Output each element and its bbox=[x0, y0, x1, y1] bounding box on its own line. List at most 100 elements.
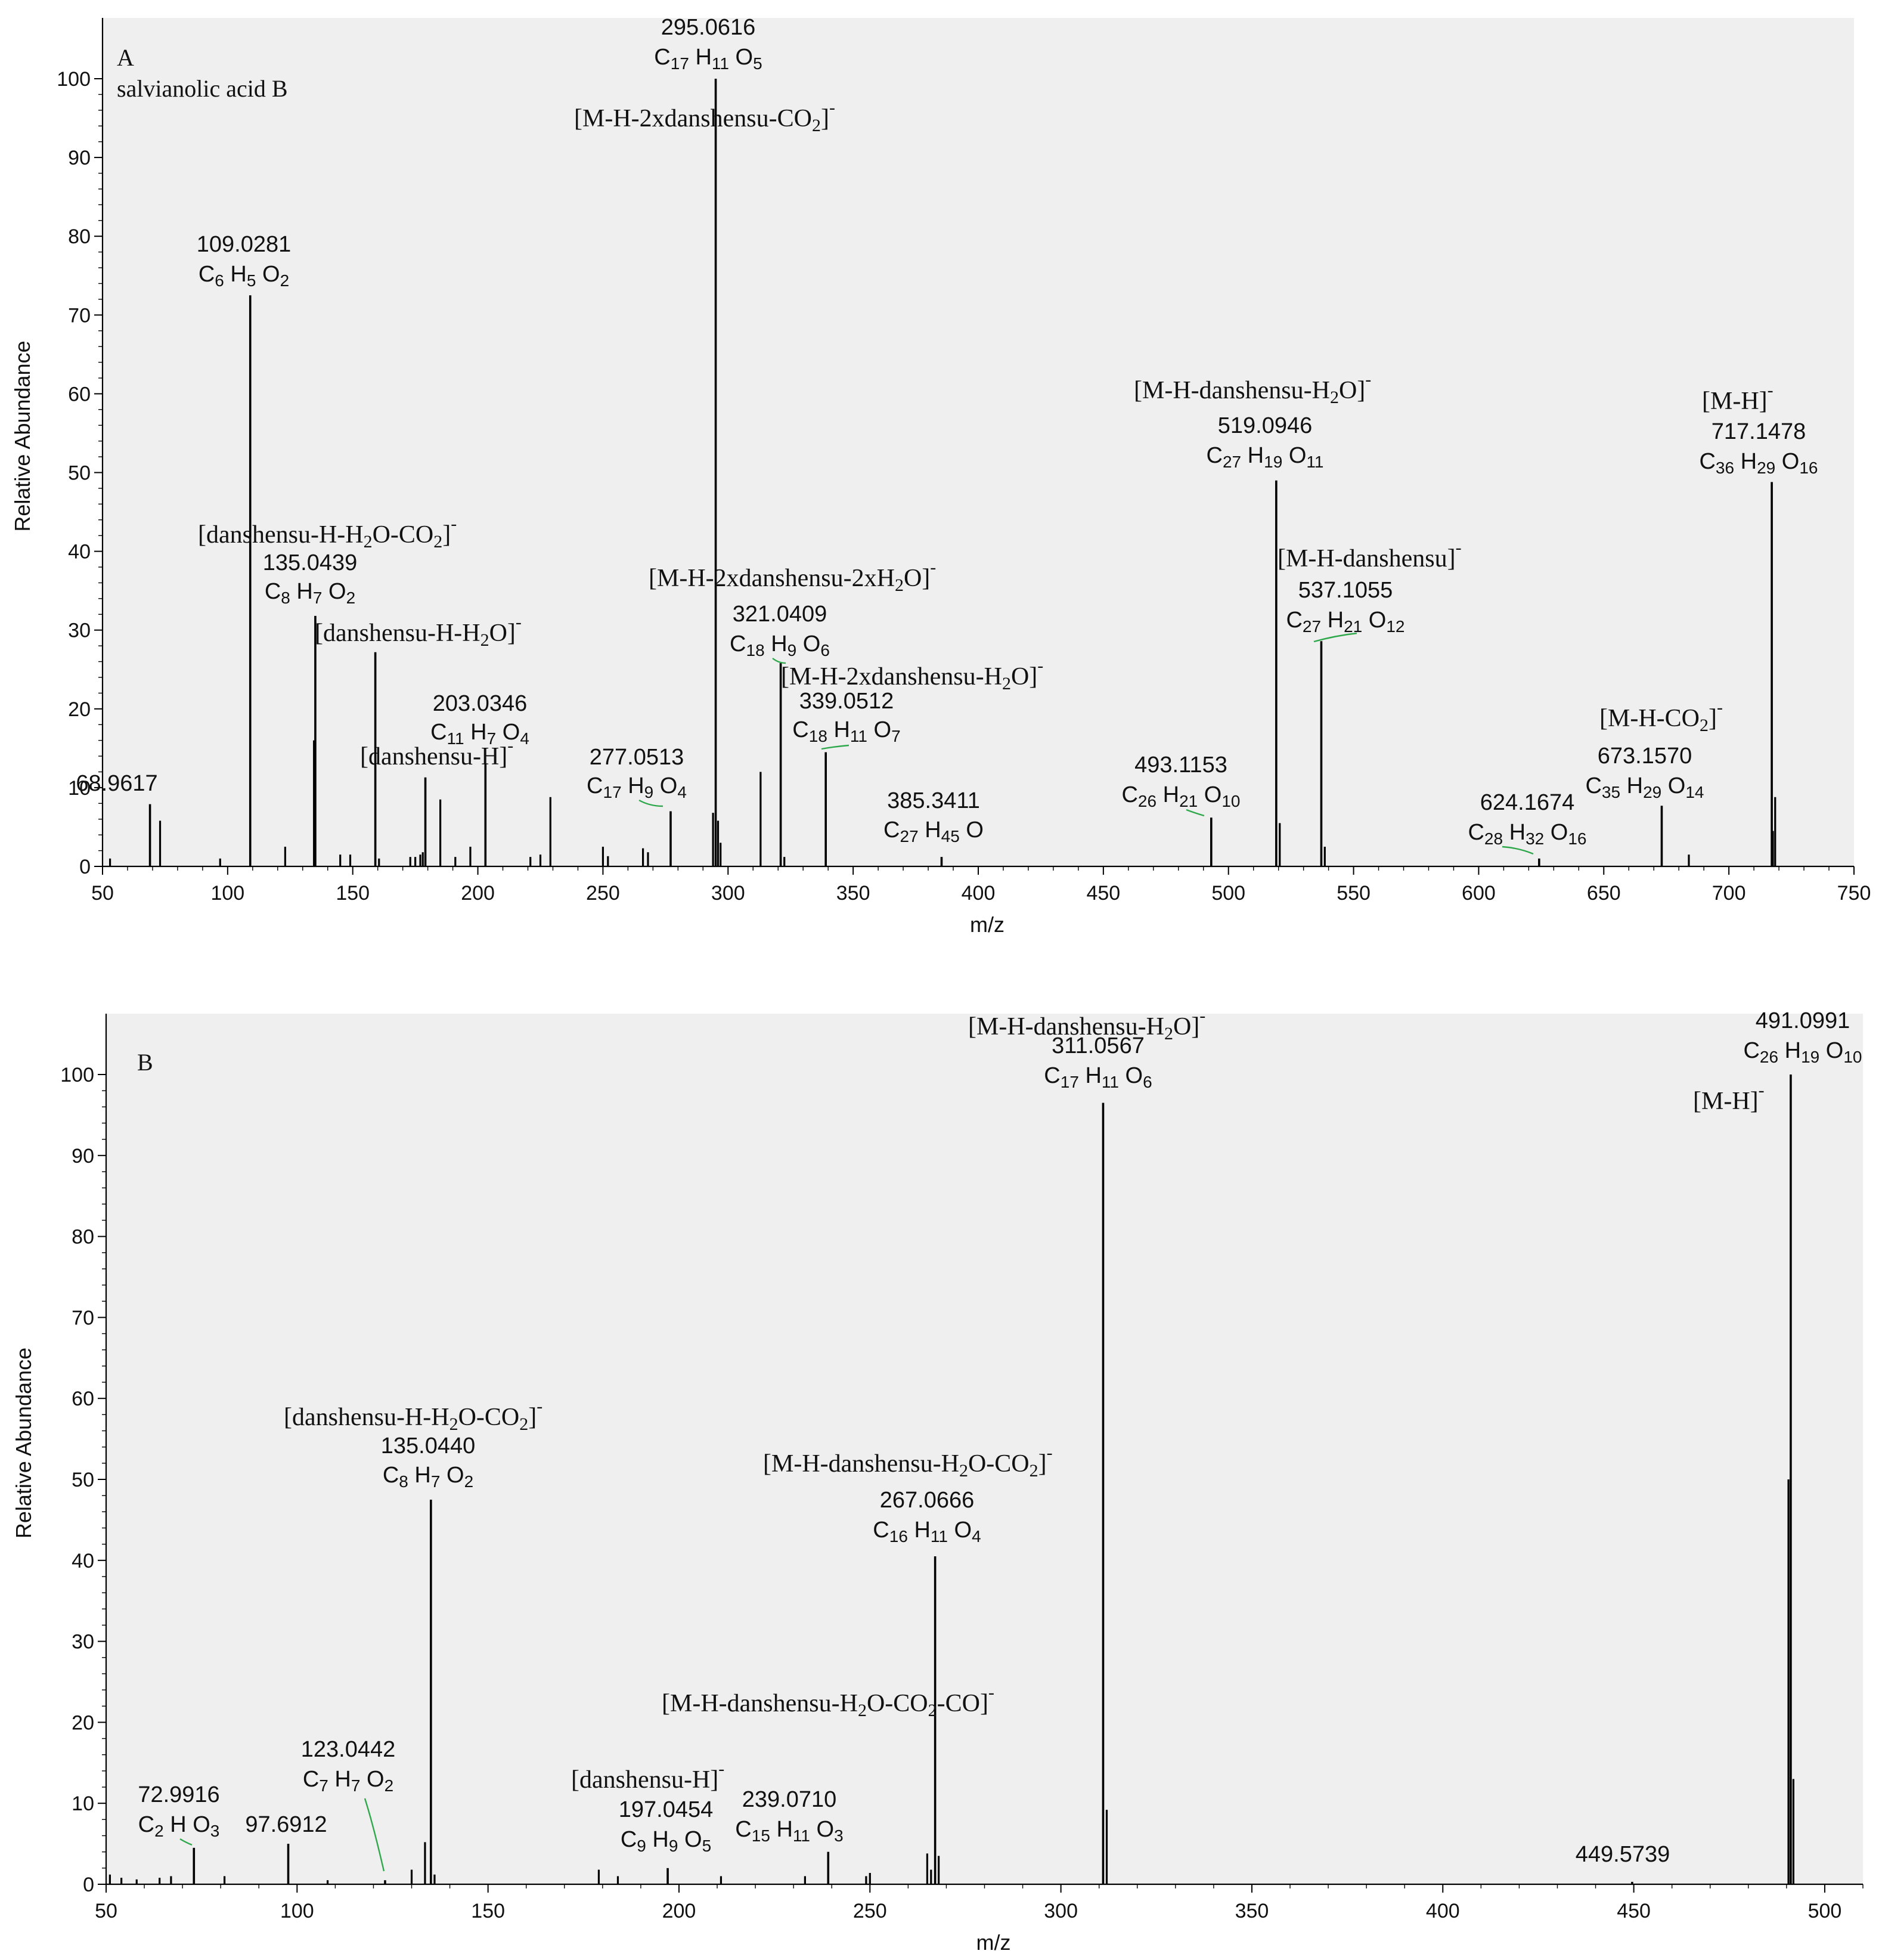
peak-formula: C15 H11 O3 bbox=[735, 1817, 843, 1845]
peak-mz-label: 277.0513 bbox=[590, 745, 684, 770]
x-tick-label: 100 bbox=[280, 1900, 314, 1922]
leader-line bbox=[179, 1838, 193, 1846]
peak-formula: C27 H19 O11 bbox=[1207, 443, 1324, 471]
peak-formula: C27 H21 O12 bbox=[1286, 608, 1404, 636]
leader-line bbox=[1313, 632, 1357, 643]
y-tick-label: 40 bbox=[68, 541, 91, 563]
ion-annotation: [M-H-CO2]- bbox=[1599, 698, 1723, 735]
y-tick-label: 70 bbox=[72, 1306, 94, 1329]
panel-b: 0 10 20 30 40 50 60 70 80 90 100 50 100 150 200 250 300 3… bbox=[11, 1006, 1864, 1955]
leader-line bbox=[638, 799, 663, 807]
peak-mz-label: 717.1478 bbox=[1712, 419, 1806, 444]
ion-annotation: [M-H-danshensu-H2O-CO2-CO]- bbox=[662, 1683, 994, 1720]
leader-line bbox=[772, 658, 786, 664]
peak-formula: C6 H5 O2 bbox=[199, 262, 289, 290]
peak-mz-label: 385.3411 bbox=[887, 788, 980, 813]
y-tick-label: 30 bbox=[72, 1631, 94, 1654]
peak-formula: C16 H11 O4 bbox=[873, 1518, 981, 1546]
leader-line bbox=[1186, 809, 1205, 817]
y-tick-label: 20 bbox=[68, 698, 91, 721]
x-tick-label: 650 bbox=[1587, 882, 1621, 905]
y-tick-label: 20 bbox=[72, 1711, 94, 1734]
leader-line bbox=[821, 744, 849, 750]
peak-formula: C11 H7 O4 bbox=[430, 720, 529, 748]
ion-annotation: [M-H-danshensu-H2O-CO2]- bbox=[763, 1443, 1053, 1481]
ion-annotation: [danshensu-H]- bbox=[571, 1759, 724, 1794]
y-tick-label: 90 bbox=[72, 1145, 94, 1168]
peak-formula: C2 H O3 bbox=[138, 1812, 220, 1840]
peak-mz-label: 673.1570 bbox=[1598, 744, 1692, 769]
peak-mz-label: 449.5739 bbox=[1576, 1842, 1670, 1867]
peak-formula: C35 H29 O14 bbox=[1585, 773, 1704, 801]
peak-formula: C36 H29 O16 bbox=[1699, 449, 1818, 477]
peak-mz-label: 519.0946 bbox=[1218, 413, 1313, 438]
y-tick-label: 80 bbox=[72, 1226, 94, 1249]
y-tick-label: 0 bbox=[79, 856, 91, 878]
ion-annotation: [danshensu-H-H2O-CO2]- bbox=[198, 514, 457, 552]
y-tick-label: 100 bbox=[60, 1064, 94, 1086]
y-tick-label: 100 bbox=[57, 68, 91, 91]
y-tick-label: 80 bbox=[68, 225, 91, 248]
x-tick-label: 750 bbox=[1837, 882, 1871, 905]
y-tick-label: 50 bbox=[68, 462, 91, 485]
peak-formula: C26 H19 O10 bbox=[1743, 1038, 1862, 1066]
ion-annotation: [M-H]- bbox=[1693, 1080, 1765, 1115]
ion-annotation: [M-H-2xdanshensu-CO2]- bbox=[574, 98, 835, 135]
y-tick-label: 60 bbox=[68, 383, 91, 405]
ion-annotation: [M-H-danshensu]- bbox=[1278, 538, 1462, 572]
y-tick-label: 50 bbox=[72, 1469, 94, 1491]
peak-formula: C18 H11 O7 bbox=[792, 717, 900, 745]
compound-name: salvianolic acid B bbox=[117, 75, 288, 102]
x-tick-label: 300 bbox=[1044, 1900, 1078, 1922]
x-tick-label: 250 bbox=[853, 1900, 887, 1922]
peak-mz-label: 321.0409 bbox=[733, 602, 827, 627]
x-tick-label: 400 bbox=[962, 882, 996, 905]
peak-mz-label: 109.0281 bbox=[197, 232, 292, 257]
x-tick-label: 600 bbox=[1462, 882, 1496, 905]
peak-mz-label: 339.0512 bbox=[799, 689, 894, 714]
peak-mz-label: 239.0710 bbox=[742, 1787, 837, 1812]
x-tick-label: 50 bbox=[91, 882, 114, 905]
x-tick-label: 500 bbox=[1211, 882, 1245, 905]
y-tick-label: 0 bbox=[83, 1874, 94, 1896]
peak-formula: C17 H9 O4 bbox=[587, 773, 687, 801]
panel-a: 0 10 20 30 40 50 60 70 80 90 100 50 100 150 200 250 300 3… bbox=[10, 15, 1871, 937]
peak-formula: C18 H9 O6 bbox=[730, 631, 830, 659]
x-axis-label: m/z bbox=[976, 1930, 1011, 1955]
peak-mz-label: 267.0666 bbox=[880, 1488, 975, 1513]
x-tick-label: 200 bbox=[662, 1900, 696, 1922]
x-tick-label: 400 bbox=[1426, 1900, 1460, 1922]
x-tick-label: 550 bbox=[1337, 882, 1371, 905]
peak-mz-label: 135.0440 bbox=[381, 1433, 476, 1459]
x-axis-label: m/z bbox=[970, 912, 1004, 937]
peak-mz-label: 203.0346 bbox=[433, 691, 528, 716]
ion-annotation: [danshensu-H-H2O-CO2]- bbox=[284, 1397, 542, 1434]
peak-mz-label: 72.9916 bbox=[138, 1782, 219, 1807]
ion-annotation: [M-H-2xdanshensu-H2O]- bbox=[781, 656, 1043, 693]
y-tick-label: 10 bbox=[72, 1792, 94, 1815]
y-tick-label: 70 bbox=[68, 304, 91, 327]
ion-annotation: [M-H-danshensu-H2O]- bbox=[1134, 370, 1371, 407]
x-tick-label: 150 bbox=[336, 882, 370, 905]
ion-annotation: [M-H-danshensu-H2O]- bbox=[968, 1006, 1205, 1044]
panel-tag: B bbox=[137, 1049, 153, 1076]
y-axis-label: Relative Abundance bbox=[11, 1348, 36, 1538]
peak-formula: C8 H7 O2 bbox=[265, 579, 355, 607]
y-tick-label: 90 bbox=[68, 147, 91, 169]
peak-formula: C17 H11 O5 bbox=[654, 45, 762, 73]
leader-line bbox=[364, 1798, 385, 1872]
peak-mz-label: 135.0439 bbox=[263, 550, 358, 575]
peak-formula: C17 H11 O6 bbox=[1044, 1063, 1152, 1091]
leader-line bbox=[1502, 846, 1534, 855]
y-tick-label: 10 bbox=[68, 777, 91, 800]
x-tick-label: 500 bbox=[1808, 1900, 1842, 1922]
y-tick-label: 60 bbox=[72, 1388, 94, 1410]
peak-mz-label: 491.0991 bbox=[1756, 1008, 1850, 1033]
peak-formula: C8 H7 O2 bbox=[383, 1463, 473, 1491]
plot-area bbox=[103, 18, 1854, 866]
peak-mz-label: 97.6912 bbox=[245, 1812, 327, 1837]
x-tick-label: 350 bbox=[1235, 1900, 1269, 1922]
x-tick-label: 250 bbox=[586, 882, 620, 905]
peak-mz-label: 123.0442 bbox=[301, 1737, 396, 1762]
